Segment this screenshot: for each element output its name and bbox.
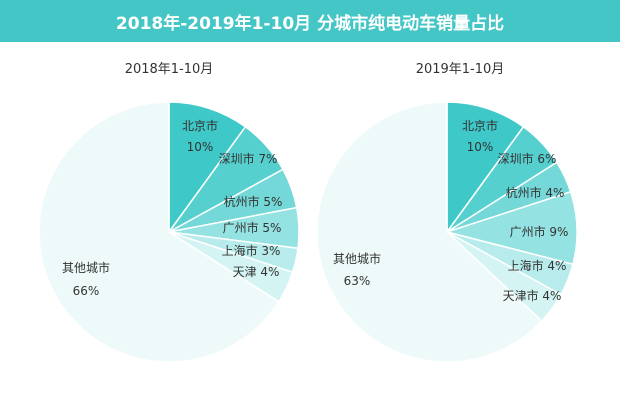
- slice-label: 深圳市 6%: [498, 151, 557, 166]
- slice-label: 北京市: [182, 118, 218, 133]
- slice-label: 天津市 4%: [503, 288, 562, 303]
- slice-label: 其他城市: [62, 260, 110, 275]
- slice-label: 北京市: [462, 118, 498, 133]
- slice-value-label: 10%: [467, 140, 494, 154]
- slice-label: 上海市 3%: [222, 243, 281, 258]
- slice-label: 天津 4%: [233, 265, 280, 279]
- slice-label: 杭州市 4%: [506, 185, 565, 200]
- page-title: 2018年-2019年1-10月 分城市纯电动车销量占比: [0, 0, 620, 42]
- slice-label: 深圳市 7%: [219, 151, 278, 166]
- slice-value-label: 66%: [73, 284, 100, 298]
- slice-label: 其他城市: [333, 251, 381, 266]
- slice-label: 广州市 5%: [223, 220, 282, 235]
- pie-slice: [316, 101, 543, 363]
- slice-label: 广州市 9%: [510, 224, 569, 239]
- chart-title: 2019年1-10月: [416, 62, 505, 77]
- chart-title: 2018年1-10月: [125, 62, 214, 77]
- pie-slice: [38, 101, 280, 363]
- pie-slice: [446, 101, 525, 235]
- slice-value-label: 10%: [187, 140, 214, 154]
- slice-label: 杭州市 5%: [224, 194, 283, 209]
- slice-label: 上海市 4%: [508, 258, 567, 273]
- slice-value-label: 63%: [344, 274, 371, 288]
- pie-slice: [168, 101, 247, 235]
